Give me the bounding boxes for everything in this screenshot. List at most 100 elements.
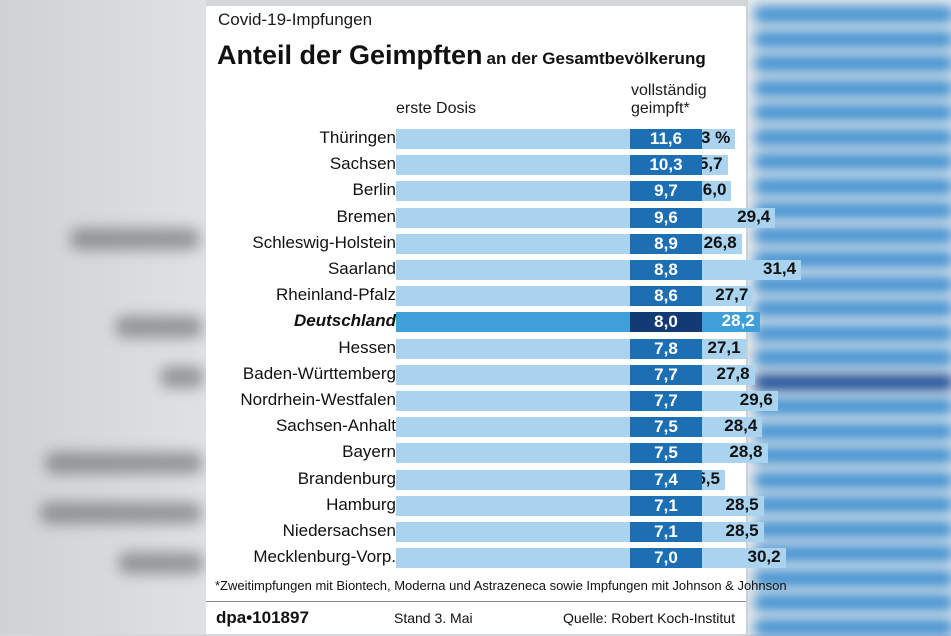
backdrop-right bbox=[748, 0, 951, 636]
bar-fully-vaccinated: 7,7 bbox=[630, 391, 702, 411]
blurred-bar bbox=[754, 618, 951, 636]
bar-fully-vaccinated: 7,5 bbox=[630, 417, 702, 438]
category-label: Sachsen-Anhalt bbox=[275, 416, 396, 436]
value-label-first-dose: 27,7 bbox=[715, 285, 749, 305]
category-label: Nordrhein-Westfalen bbox=[240, 390, 396, 409]
bar-first-dose bbox=[396, 260, 802, 280]
source-label: Quelle: Robert Koch-Institut bbox=[563, 610, 735, 626]
bar-fully-vaccinated: 7,8 bbox=[630, 338, 702, 359]
chart-subtitle: Covid-19-Impfungen bbox=[218, 10, 373, 29]
value-label-first-dose: 27,8 bbox=[716, 363, 750, 383]
blurred-bar bbox=[754, 275, 951, 293]
blurred-bar bbox=[754, 226, 951, 244]
bar-first-dose bbox=[396, 417, 763, 438]
value-label-first-dose: 28,2 bbox=[721, 311, 755, 331]
blurred-bar bbox=[754, 471, 951, 489]
blurred-bar bbox=[754, 128, 951, 146]
value-label-first-dose: 28,8 bbox=[729, 442, 763, 462]
category-label: Deutschland bbox=[293, 311, 396, 331]
footnote: *Zweitimpfungen mit Biontech, Moderna un… bbox=[215, 578, 787, 593]
column-header-first-dose: erste Dosis bbox=[396, 100, 477, 117]
blurred-bar bbox=[754, 153, 951, 170]
brand-label: dpa•101897 bbox=[216, 608, 309, 627]
value-label-first-dose: 28,4 bbox=[724, 416, 758, 436]
category-label: Niedersachsen bbox=[282, 521, 396, 540]
bar-fully-vaccinated: 9,7 bbox=[630, 181, 702, 202]
category-label: Mecklenburg-Vorp. bbox=[253, 547, 396, 567]
bar-first-dose bbox=[396, 312, 760, 333]
category-label: Hessen bbox=[338, 337, 396, 357]
category-label: Thüringen bbox=[319, 128, 396, 147]
bar-fully-vaccinated: 8,9 bbox=[630, 233, 702, 254]
footer-divider bbox=[206, 601, 746, 602]
category-label: Saarland bbox=[327, 259, 396, 278]
bar-first-dose bbox=[396, 443, 768, 464]
category-label: Sachsen bbox=[329, 154, 396, 174]
blurred-bar bbox=[754, 324, 951, 342]
blurred-bar bbox=[754, 398, 951, 415]
bar-fully-vaccinated: 10,3 bbox=[630, 155, 702, 176]
blurred-bar bbox=[754, 520, 951, 538]
value-label-first-dose: 30,2 bbox=[747, 547, 781, 567]
bar-first-dose bbox=[396, 548, 786, 569]
bar-fully-vaccinated: 8,8 bbox=[630, 260, 702, 280]
blurred-text bbox=[40, 502, 202, 524]
value-label-first-dose: 26,8 bbox=[703, 232, 737, 252]
blurred-bar bbox=[754, 251, 951, 268]
blurred-text bbox=[118, 552, 204, 574]
bar-chart: Thüringen 26,3 % 11,6 Sachsen 25,7 10,3 Berlin… bbox=[206, 6, 802, 634]
category-label: Brandenburg bbox=[297, 468, 396, 488]
column-header-line: geimpft* bbox=[631, 100, 690, 117]
bar-fully-vaccinated: 7,1 bbox=[630, 495, 702, 516]
column-header-fully-vaccinated: vollständig geimpft* bbox=[631, 82, 751, 118]
bar-fully-vaccinated: 7,5 bbox=[630, 443, 702, 464]
date-label: Stand 3. Mai bbox=[394, 610, 473, 626]
chart-title-main: Anteil der Geimpften bbox=[217, 40, 483, 70]
value-label-first-dose: 27,1 bbox=[707, 337, 741, 357]
bar-first-dose bbox=[396, 207, 776, 228]
blurred-text bbox=[160, 366, 204, 388]
blurred-bar bbox=[754, 55, 951, 72]
blurred-bar bbox=[754, 177, 951, 195]
value-label-first-dose: 28,5 bbox=[725, 521, 759, 540]
blurred-bar bbox=[754, 594, 951, 611]
value-label-first-dose: 29,4 bbox=[737, 206, 771, 226]
blurred-text bbox=[115, 316, 203, 338]
blurred-text bbox=[45, 452, 203, 474]
bar-first-dose bbox=[396, 391, 778, 411]
blurred-bar bbox=[754, 30, 951, 48]
bar-fully-vaccinated: 7,1 bbox=[630, 522, 702, 542]
value-label-first-dose: 31,4 bbox=[762, 259, 797, 278]
chart-title: Anteil der Geimpften an der Gesamtbevölke… bbox=[217, 40, 706, 71]
category-label: Bayern bbox=[342, 442, 396, 462]
bar-fully-vaccinated: 7,7 bbox=[630, 364, 702, 385]
category-label: Bremen bbox=[336, 206, 396, 226]
bar-fully-vaccinated: 8,6 bbox=[630, 286, 702, 307]
chart-title-sub: an der Gesamtbevölkerung bbox=[486, 49, 706, 68]
blurred-bar bbox=[754, 373, 951, 391]
bar-fully-vaccinated: 7,4 bbox=[630, 469, 702, 490]
bar-first-dose bbox=[396, 522, 764, 542]
bar-fully-vaccinated: 8,0 bbox=[630, 312, 702, 333]
blurred-bar bbox=[754, 422, 951, 440]
category-label: Rheinland-Pfalz bbox=[275, 285, 396, 305]
bar-first-dose bbox=[396, 495, 764, 516]
blurred-bar bbox=[754, 79, 951, 97]
category-label: Berlin bbox=[352, 180, 396, 200]
infographic-card: Covid-19-Impfungen Anteil der Geimpften a… bbox=[206, 6, 802, 634]
backdrop-left bbox=[0, 0, 206, 634]
blurred-bar bbox=[754, 545, 951, 562]
blurred-bar bbox=[754, 349, 951, 366]
bar-fully-vaccinated: 11,6 bbox=[630, 129, 702, 149]
bar-fully-vaccinated: 7,0 bbox=[630, 548, 702, 569]
blurred-bar bbox=[754, 300, 951, 317]
blurred-bar bbox=[754, 569, 951, 587]
category-label: Baden-Württemberg bbox=[242, 363, 396, 383]
value-label-first-dose: 29,6 bbox=[739, 390, 773, 409]
blurred-text bbox=[70, 228, 200, 250]
blurred-bar bbox=[754, 6, 951, 23]
bar-fully-vaccinated: 9,6 bbox=[630, 207, 702, 228]
value-label-first-dose: 28,5 bbox=[725, 494, 759, 514]
column-header-line: vollständig bbox=[631, 82, 707, 99]
blurred-bar bbox=[754, 496, 951, 513]
